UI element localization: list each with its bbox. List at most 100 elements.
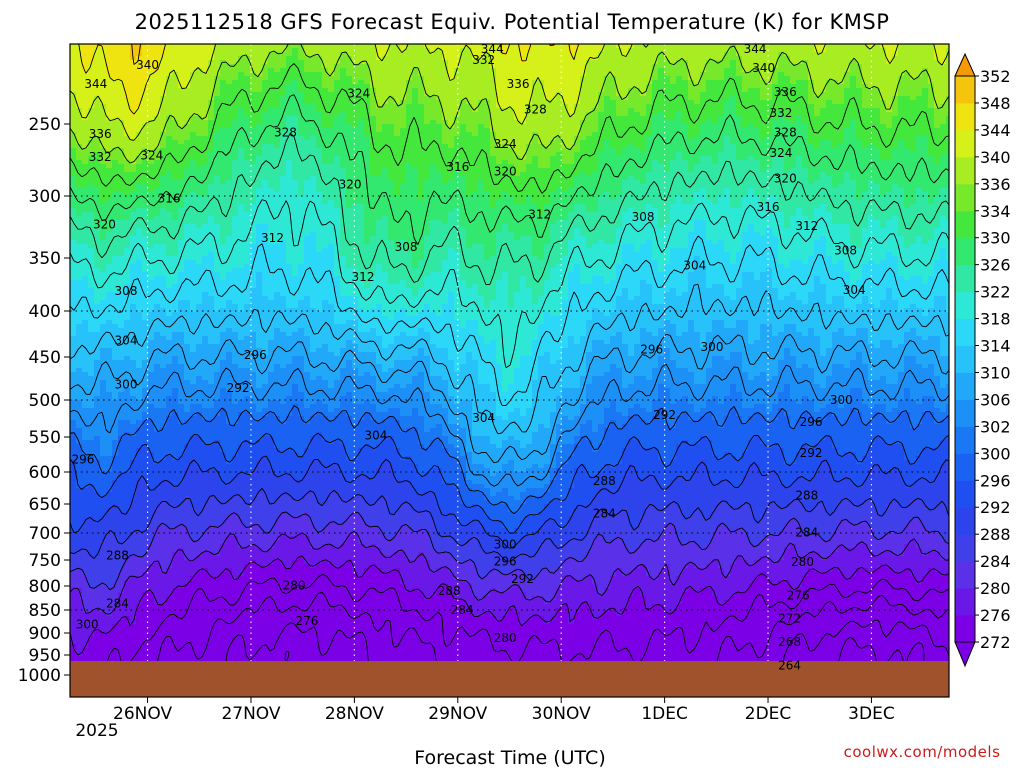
field-cell [382, 420, 389, 441]
field-cell [754, 412, 761, 437]
field-cell [220, 524, 227, 545]
field-cell [730, 508, 737, 533]
field-cell [454, 560, 461, 581]
field-cell [946, 436, 949, 461]
field-cell [400, 240, 407, 281]
field-cell [370, 544, 377, 565]
field-cell [544, 352, 551, 429]
field-cell [370, 420, 377, 449]
field-cell [466, 608, 473, 697]
field-cell [448, 592, 455, 697]
field-cell [616, 464, 623, 489]
field-cell [316, 548, 323, 565]
field-cell [472, 564, 479, 597]
field-cell [784, 76, 791, 121]
field-cell [448, 536, 455, 557]
field-cell [946, 572, 949, 697]
field-cell [532, 516, 539, 533]
field-cell [562, 300, 569, 349]
field-cell [382, 460, 389, 497]
field-cell [364, 476, 371, 505]
field-cell [682, 248, 689, 293]
field-cell [778, 52, 785, 73]
field-cell [826, 100, 833, 141]
field-cell [856, 508, 863, 525]
field-cell [616, 488, 623, 513]
field-cell [748, 508, 755, 545]
field-cell [274, 108, 281, 149]
field-cell [76, 144, 83, 161]
field-cell [946, 356, 949, 385]
field-cell [94, 136, 101, 153]
field-cell [580, 580, 587, 605]
field-cell [490, 520, 497, 537]
field-cell [250, 444, 257, 473]
field-cell [262, 180, 269, 225]
field-cell [214, 312, 221, 345]
field-cell [442, 224, 449, 261]
field-cell [118, 544, 125, 573]
field-cell [580, 464, 587, 509]
field-cell [190, 224, 197, 261]
field-cell [412, 588, 419, 697]
field-cell [208, 296, 215, 345]
field-cell [478, 464, 485, 485]
field-cell [802, 396, 809, 413]
field-cell [142, 412, 149, 421]
field-cell [322, 68, 329, 89]
field-cell [442, 44, 449, 61]
field-cell [880, 196, 887, 229]
field-cell [256, 188, 263, 225]
field-cell [562, 256, 569, 301]
field-cell [412, 408, 419, 429]
field-cell [874, 412, 881, 437]
field-cell [328, 44, 335, 77]
field-cell [106, 120, 113, 153]
field-cell [304, 512, 311, 537]
field-cell [562, 544, 569, 561]
field-cell [580, 120, 587, 141]
field-cell [508, 108, 515, 149]
field-cell [100, 272, 107, 301]
field-cell [406, 44, 413, 81]
field-cell [928, 568, 935, 697]
contour-label: 344 [744, 42, 767, 56]
field-cell [238, 548, 245, 577]
field-cell [478, 524, 485, 549]
field-cell [766, 412, 773, 425]
field-cell [568, 116, 575, 149]
field-cell [748, 464, 755, 509]
field-cell [748, 416, 755, 441]
field-cell [430, 376, 437, 405]
field-cell [496, 44, 503, 109]
field-cell [256, 492, 263, 525]
field-cell [886, 552, 893, 569]
field-cell [928, 308, 935, 337]
field-cell [922, 316, 929, 341]
field-cell [256, 420, 263, 441]
field-cell [286, 84, 293, 117]
field-cell [310, 72, 317, 105]
contour-label: 280 [791, 555, 814, 569]
field-cell [640, 376, 647, 409]
field-cell [220, 244, 227, 281]
field-cell [424, 44, 431, 49]
field-cell [118, 120, 125, 149]
field-cell [142, 572, 149, 593]
field-cell [628, 144, 635, 177]
field-cell [418, 416, 425, 445]
field-cell [616, 196, 623, 229]
field-cell [472, 520, 479, 537]
field-cell [466, 44, 473, 49]
field-cell [124, 540, 131, 561]
field-cell [628, 384, 635, 409]
field-cell [136, 400, 143, 421]
y-tick-label: 1000 [18, 666, 61, 686]
field-cell [274, 500, 281, 521]
field-cell [826, 412, 833, 437]
field-cell [244, 396, 251, 413]
field-cell [502, 488, 509, 505]
field-cell [178, 504, 185, 525]
y-tick-label: 250 [29, 115, 61, 135]
field-cell [376, 500, 383, 529]
